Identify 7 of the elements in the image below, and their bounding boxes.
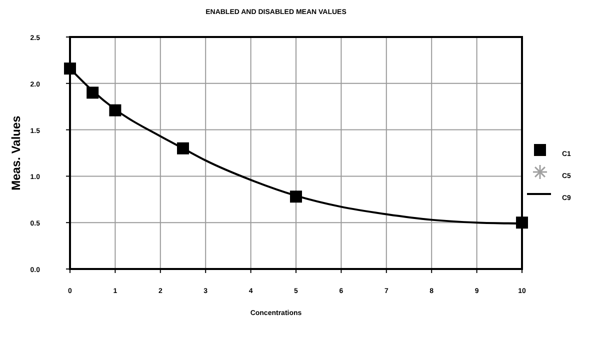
point [86,86,99,99]
y-axis-title: Meas. Values [9,115,23,190]
point [64,62,76,75]
point [177,142,189,154]
point [290,190,302,203]
point [516,216,528,229]
point [109,104,122,116]
